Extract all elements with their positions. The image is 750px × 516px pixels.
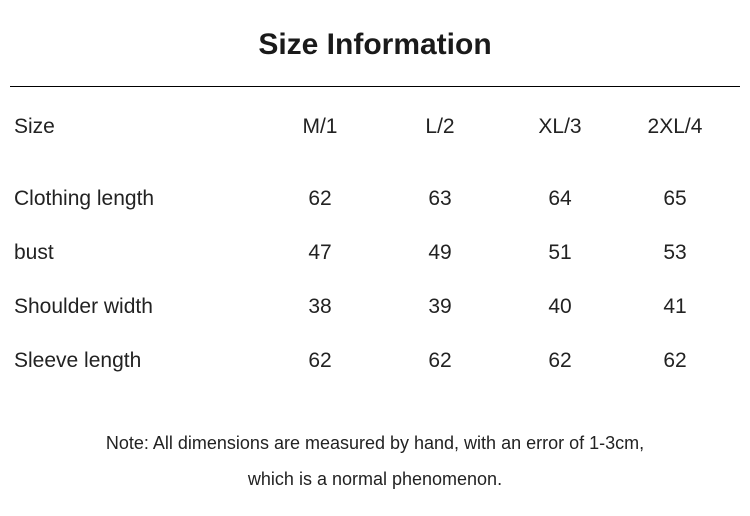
cell: 62: [620, 349, 730, 373]
size-col-3: 2XL/4: [620, 115, 730, 139]
footnote-line-1: Note: All dimensions are measured by han…: [10, 425, 740, 461]
cell: 51: [500, 241, 620, 265]
cell: 40: [500, 295, 620, 319]
row-label: Shoulder width: [10, 295, 260, 319]
footnote-line-2: which is a normal phenomenon.: [10, 461, 740, 497]
table-header-row: Size M/1 L/2 XL/3 2XL/4: [10, 115, 740, 139]
cell: 53: [620, 241, 730, 265]
size-info-container: Size Information Size M/1 L/2 XL/3 2XL/4…: [0, 0, 750, 497]
cell: 63: [380, 187, 500, 211]
table-row: Shoulder width 38 39 40 41: [10, 295, 740, 319]
cell: 39: [380, 295, 500, 319]
cell: 62: [260, 187, 380, 211]
row-label: Sleeve length: [10, 349, 260, 373]
table-row: bust 47 49 51 53: [10, 241, 740, 265]
cell: 64: [500, 187, 620, 211]
row-label: bust: [10, 241, 260, 265]
cell: 41: [620, 295, 730, 319]
table-row: Clothing length 62 63 64 65: [10, 187, 740, 211]
cell: 65: [620, 187, 730, 211]
size-col-1: L/2: [380, 115, 500, 139]
header-label: Size: [10, 115, 260, 139]
size-table: Size M/1 L/2 XL/3 2XL/4 Clothing length …: [10, 87, 740, 497]
cell: 49: [380, 241, 500, 265]
cell: 62: [380, 349, 500, 373]
row-label: Clothing length: [10, 187, 260, 211]
cell: 47: [260, 241, 380, 265]
size-col-0: M/1: [260, 115, 380, 139]
table-row: Sleeve length 62 62 62 62: [10, 349, 740, 373]
cell: 62: [500, 349, 620, 373]
page-title: Size Information: [10, 0, 740, 86]
size-col-2: XL/3: [500, 115, 620, 139]
cell: 38: [260, 295, 380, 319]
footnote: Note: All dimensions are measured by han…: [10, 403, 740, 497]
cell: 62: [260, 349, 380, 373]
